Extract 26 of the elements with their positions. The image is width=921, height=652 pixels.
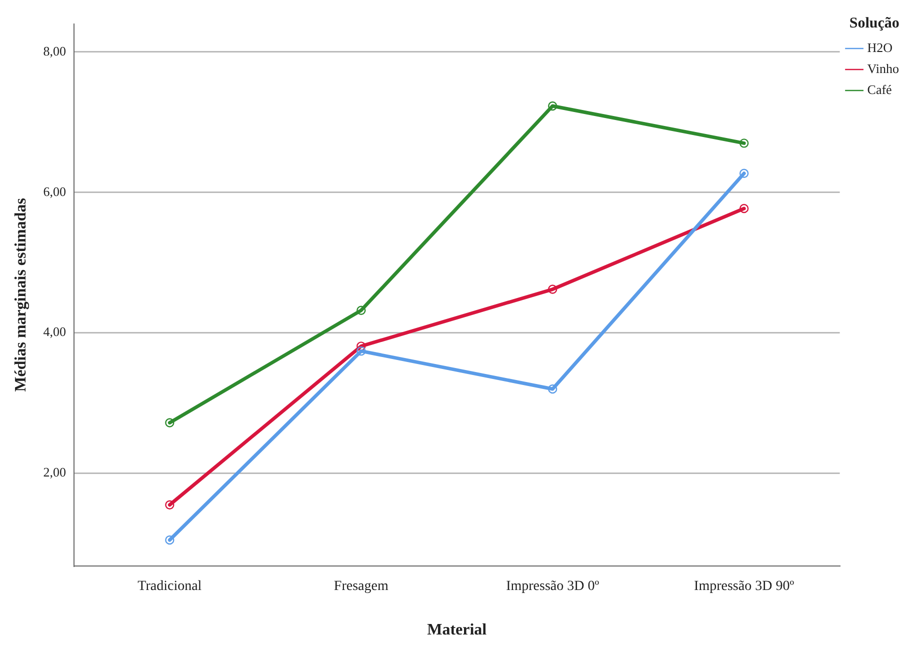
- legend-label: Vinho: [867, 60, 900, 76]
- point: [165, 535, 174, 545]
- x-tick-label: Fresagem: [334, 579, 388, 594]
- y-tick-label: 6,00: [43, 184, 66, 199]
- point: [739, 168, 749, 178]
- point: [739, 138, 749, 148]
- point: [548, 384, 558, 394]
- point: [165, 500, 174, 510]
- legend-label: H2O: [867, 40, 893, 55]
- point: [165, 418, 174, 428]
- x-tick-label: Impressão 3D 90º: [694, 579, 795, 594]
- legend-title: Solução: [849, 15, 900, 32]
- y-tick-label: 2,00: [43, 464, 66, 480]
- x-tick-label: Tradicional: [138, 579, 202, 594]
- x-axis-title: Material: [427, 622, 488, 639]
- x-tick-label: Impressão 3D 0º: [506, 579, 600, 594]
- y-axis-title: Médias marginais estimadas: [12, 198, 30, 392]
- point: [356, 342, 366, 351]
- y-tick-label: 8,00: [43, 43, 66, 58]
- y-tick-label: 4,00: [43, 324, 66, 340]
- point: [356, 346, 366, 356]
- point: [548, 284, 558, 294]
- point: [548, 101, 558, 111]
- point: [739, 204, 749, 214]
- point: [356, 306, 366, 315]
- legend-label: Café: [867, 82, 892, 97]
